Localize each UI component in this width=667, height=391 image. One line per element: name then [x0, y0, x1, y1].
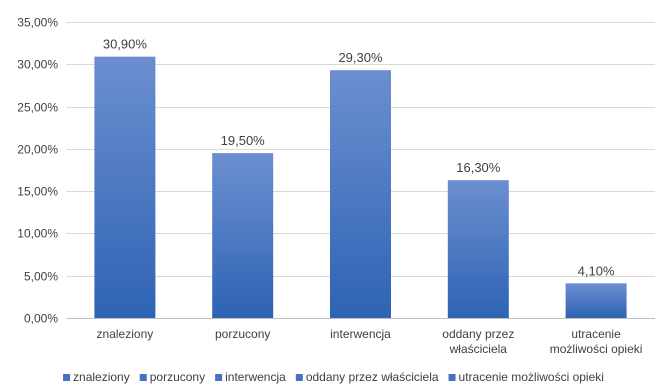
category-label: interwencja [330, 327, 391, 341]
y-tick-label: 35,00% [17, 16, 58, 30]
legend-label: znaleziony [73, 370, 130, 384]
y-tick-label: 15,00% [17, 185, 58, 199]
y-tick-label: 5,00% [24, 270, 58, 284]
bar [212, 153, 274, 318]
category-label: utracenie [571, 327, 621, 341]
category-label: właściciela [449, 342, 508, 356]
legend-label: porzucony [150, 370, 205, 384]
category-label: znaleziony [97, 327, 154, 341]
legend-item: interwencja [215, 370, 286, 384]
category-label: możliwości opieki [550, 342, 643, 356]
legend-item: porzucony [139, 370, 205, 384]
y-tick-label: 25,00% [17, 101, 58, 115]
bars [94, 56, 627, 318]
bar [330, 70, 391, 318]
legend-item: utracenie możliwości opieki [448, 370, 604, 384]
legend: znaleziony porzucony interwencja oddany prz… [63, 370, 604, 384]
legend-label: oddany przez właściciela [306, 370, 439, 384]
y-tick-label: 30,00% [17, 58, 58, 72]
legend-swatch [295, 374, 303, 381]
bar [565, 283, 627, 318]
legend-item: znaleziony [63, 370, 130, 384]
y-tick-label: 0,00% [24, 312, 58, 326]
data-label: 30,90% [103, 37, 148, 52]
data-label: 29,30% [338, 50, 383, 65]
category-label: oddany przez [442, 327, 514, 341]
legend-swatch [63, 374, 71, 381]
legend-label: interwencja [225, 370, 286, 384]
legend-item: oddany przez właściciela [295, 370, 439, 384]
data-label: 4,10% [578, 263, 615, 278]
y-tick-label: 20,00% [17, 143, 58, 157]
x-axis-category-labels: znaleziony porzucony interwencja oddany prz… [97, 327, 643, 356]
legend-swatch [139, 374, 147, 381]
legend-swatch [448, 374, 456, 381]
bar [447, 180, 509, 318]
y-tick-label: 10,00% [17, 227, 58, 241]
legend-label: utracenie możliwości opieki [459, 370, 604, 384]
legend-swatch [215, 374, 223, 381]
data-label: 19,50% [221, 133, 266, 148]
y-axis-tick-labels: 0,00% 5,00% 10,00% 15,00% 20,00% 25,00% 30,00%… [17, 16, 58, 326]
bar [94, 56, 156, 318]
data-labels: 30,90% 19,50% 29,30% 16,30% 4,10% [103, 37, 615, 279]
data-label: 16,30% [456, 160, 501, 175]
category-label: porzucony [215, 327, 270, 341]
